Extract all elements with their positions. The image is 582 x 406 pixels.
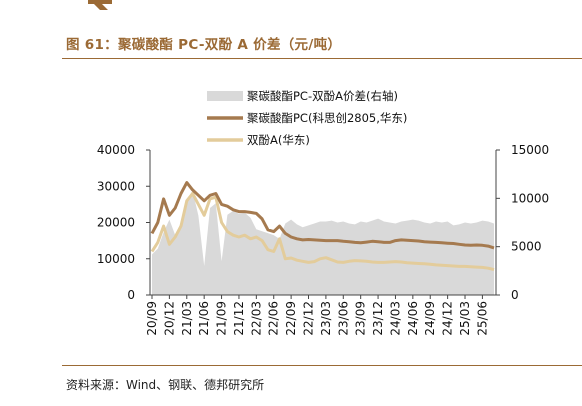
- x-tick-label: 24/06: [406, 301, 420, 336]
- x-tick-label: 25/06: [475, 301, 489, 336]
- legend: 聚碳酸酯PC-双酚A价差(右轴) 聚碳酸酯PC(科思创2805,华东) 双酚A(华东…: [207, 89, 407, 147]
- y-left-tick-label: 0: [127, 288, 135, 302]
- y-left-tick-label: 10000: [97, 252, 135, 266]
- legend-label: 聚碳酸酯PC(科思创2805,华东): [247, 111, 407, 125]
- brand-logo-icon: [88, 0, 112, 10]
- source-divider: [62, 365, 582, 366]
- x-tick-label: 24/03: [388, 301, 402, 336]
- x-tick-label: 23/03: [319, 301, 333, 336]
- x-tick-label: 21/12: [232, 301, 246, 336]
- y-left-tick-label: 30000: [97, 179, 135, 193]
- y-right-tick-label: 15000: [511, 143, 549, 157]
- x-tick-label: 21/09: [215, 301, 229, 336]
- x-tick-label: 21/06: [197, 301, 211, 336]
- x-tick-label: 21/03: [180, 301, 194, 336]
- title-divider: [62, 58, 582, 59]
- y-right-tick-label: 0: [511, 288, 519, 302]
- y-left-tick-label: 40000: [97, 143, 135, 157]
- x-tick-label: 22/12: [302, 301, 316, 336]
- y-left-tick-label: 20000: [97, 216, 135, 230]
- x-tick-label: 25/03: [458, 301, 472, 336]
- legend-swatch-spread: [207, 91, 243, 101]
- spread-area-series: [152, 190, 494, 295]
- x-tick-label: 23/09: [354, 301, 368, 336]
- legend-label: 双酚A(华东): [247, 133, 310, 147]
- x-tick-label: 20/09: [145, 301, 159, 336]
- figure-title: 图 61：聚碳酸酯 PC-双酚 A 价差（元/吨）: [66, 37, 342, 53]
- bpa-price-line: [150, 192, 495, 272]
- x-tick-label: 20/12: [162, 301, 176, 336]
- line-layer: [150, 181, 495, 272]
- source-note: 资料来源：Wind、钢联、德邦研究所: [66, 378, 265, 392]
- pc-price-line: [150, 181, 495, 250]
- x-tick-label: 22/09: [284, 301, 298, 336]
- y-right-tick-label: 10000: [511, 191, 549, 205]
- x-tick-label: 22/06: [267, 301, 281, 336]
- axis-layer: 0 10000 20000 30000 40000 0 5000 10000 15000 20/0…: [97, 143, 549, 336]
- x-tick-label: 22/03: [249, 301, 263, 336]
- x-tick-label: 24/09: [423, 301, 437, 336]
- x-tick-label: 23/12: [371, 301, 385, 336]
- x-tick-label: 24/12: [441, 301, 455, 336]
- area-layer: [152, 190, 494, 295]
- x-tick-label: 23/06: [336, 301, 350, 336]
- legend-label: 聚碳酸酯PC-双酚A价差(右轴): [247, 89, 398, 103]
- y-right-tick-label: 5000: [511, 240, 542, 254]
